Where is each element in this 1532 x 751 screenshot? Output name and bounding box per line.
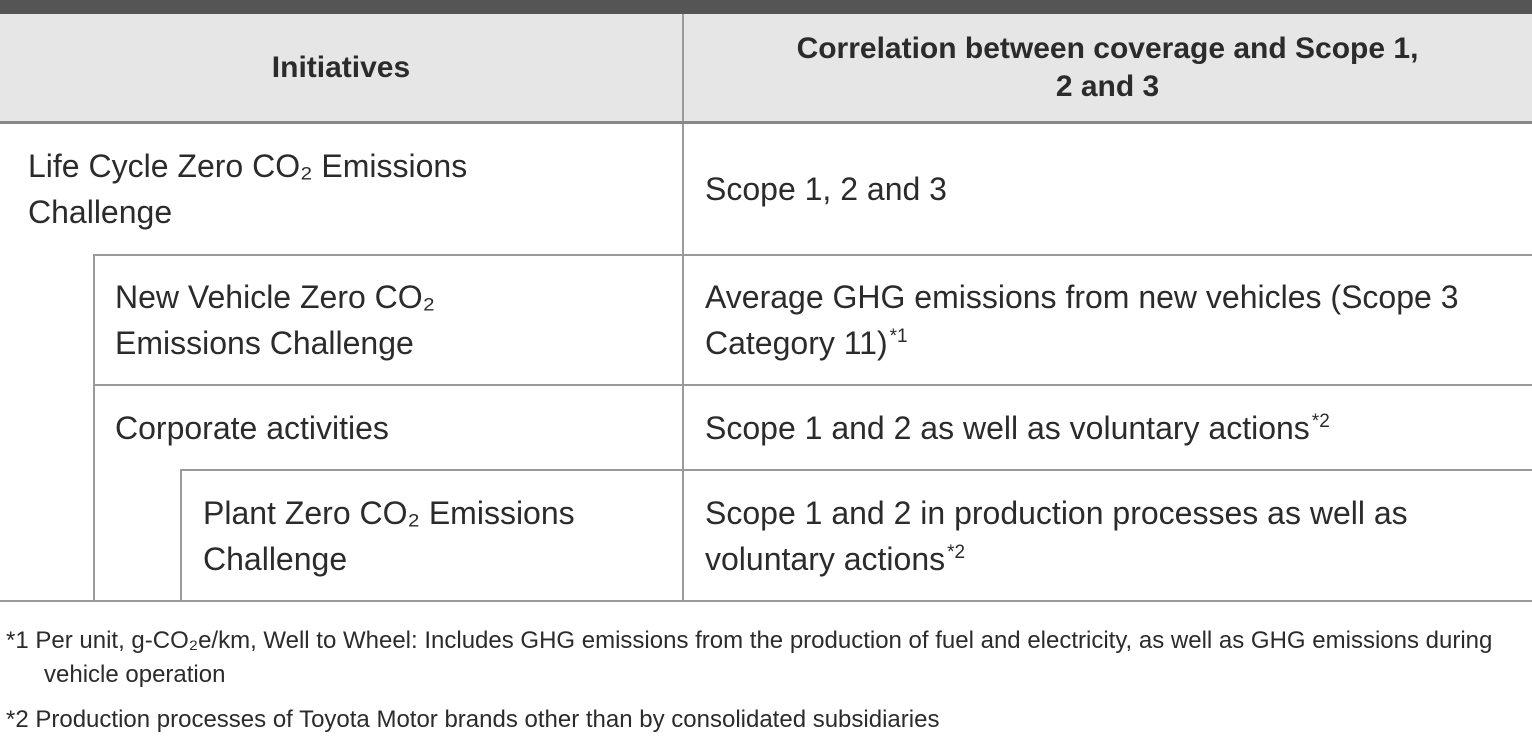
- coverage-text: Scope 1 and 2 in production processes as…: [705, 490, 1505, 582]
- header-text: Correlation between coverage and Scope 1…: [796, 32, 1419, 103]
- footnote-text: Production processes of Toyota Motor bra…: [35, 706, 940, 733]
- coverage-text: Scope 1, 2 and 3: [705, 171, 947, 207]
- coverage-text-body: Scope 1 and 2 in production processes as…: [705, 494, 1408, 577]
- initiative-cell: Corporate activities: [115, 386, 675, 469]
- indent-rule: [180, 469, 182, 601]
- coverage-text: Average GHG emissions from new vehicles …: [705, 274, 1465, 366]
- footnote: *1 Per unit, g-CO₂e/km, Well to Wheel: I…: [6, 624, 1528, 692]
- header-background: [0, 14, 1532, 122]
- initiative-text: Plant Zero CO₂ Emissions Challenge: [203, 494, 575, 577]
- footnote-ref: *2: [947, 541, 966, 563]
- coverage-text-body: Scope 1 and 2 as well as voluntary actio…: [705, 409, 1310, 446]
- footnote-text: Per unit, g-CO₂e/km, Well to Wheel: Incl…: [35, 627, 1493, 688]
- table-bottom-rule: [0, 600, 1532, 602]
- row-rule: [180, 469, 1532, 471]
- coverage-text: Scope 1 and 2 as well as voluntary actio…: [705, 405, 1330, 451]
- indent-rule: [93, 254, 95, 601]
- initiative-cell: Life Cycle Zero CO₂ Emissions Challenge: [28, 124, 588, 254]
- header-cell: Correlation between coverage and Scope 1…: [683, 14, 1532, 122]
- initiative-text: Corporate activities: [115, 409, 389, 446]
- row-rule: [93, 254, 1532, 256]
- header-rule: [0, 121, 1532, 124]
- footnote-ref: *2: [1311, 410, 1330, 432]
- top-bar: [0, 0, 1532, 14]
- initiative-cell: Plant Zero CO₂ Emissions Challenge: [203, 471, 663, 600]
- coverage-cell: Scope 1 and 2 in production processes as…: [705, 471, 1505, 600]
- footnote-ref: *1: [889, 326, 908, 347]
- initiative-text: New Vehicle Zero CO₂ Emissions Challenge: [115, 279, 436, 361]
- header-text: Initiatives: [271, 51, 411, 84]
- column-divider: [682, 14, 684, 601]
- initiative-text: Life Cycle Zero CO₂ Emissions Challenge: [28, 148, 468, 230]
- footnote: *2 Production processes of Toyota Motor …: [6, 703, 1528, 737]
- row-rule: [93, 384, 1532, 386]
- header-cell: Initiatives: [0, 14, 682, 122]
- footnote-mark: *2: [6, 706, 29, 733]
- coverage-cell: Scope 1, 2 and 3: [705, 124, 1505, 254]
- initiative-cell: New Vehicle Zero CO₂ Emissions Challenge: [115, 256, 535, 384]
- coverage-text-body: Average GHG emissions from new vehicles …: [705, 279, 1459, 361]
- footnote-mark: *1: [6, 627, 29, 654]
- coverage-cell: Scope 1 and 2 as well as voluntary actio…: [705, 386, 1525, 469]
- coverage-cell: Average GHG emissions from new vehicles …: [705, 256, 1465, 384]
